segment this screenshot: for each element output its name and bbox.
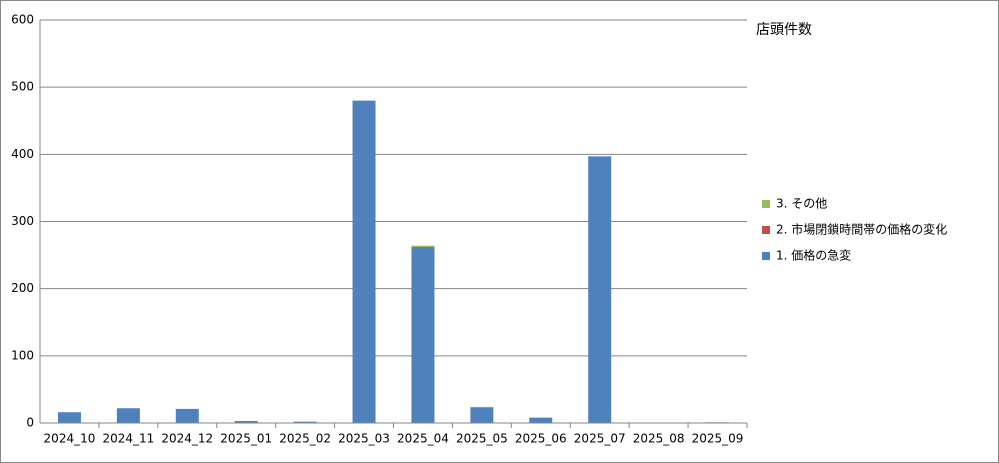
bar-segment xyxy=(470,407,494,423)
legend-swatch xyxy=(762,200,770,208)
x-tick-label: 2024_11 xyxy=(102,432,154,446)
bar-segment xyxy=(588,156,612,423)
y-tick-label: 600 xyxy=(11,13,34,27)
y-tick-label: 400 xyxy=(11,147,34,161)
legend-label: 2. 市場閉鎖時間帯の価格の変化 xyxy=(776,222,947,237)
y-tick-label: 0 xyxy=(26,416,34,430)
x-tick-label: 2025_08 xyxy=(633,432,685,446)
bar-segment xyxy=(529,417,553,423)
legend-label: 1. 価格の急変 xyxy=(776,248,851,263)
x-tick-label: 2025_05 xyxy=(456,432,508,446)
y-tick-label: 200 xyxy=(11,281,34,295)
y-tick-label: 100 xyxy=(11,348,34,362)
bar-segment xyxy=(234,420,258,423)
x-tick-label: 2025_06 xyxy=(515,432,567,446)
bar-segment xyxy=(293,421,317,423)
x-tick-label: 2025_07 xyxy=(574,432,626,446)
bar-segment xyxy=(57,412,81,423)
bar-segment xyxy=(352,100,376,423)
x-tick-label: 2025_01 xyxy=(220,432,272,446)
legend-swatch xyxy=(762,252,770,260)
legend-swatch xyxy=(762,226,770,234)
bar-segment xyxy=(470,406,494,408)
x-tick-label: 2024_10 xyxy=(44,432,96,446)
y-tick-label: 300 xyxy=(11,214,34,228)
bar-segment xyxy=(411,245,435,248)
x-tick-label: 2025_04 xyxy=(397,432,449,446)
bar-segment xyxy=(411,247,435,423)
legend-label: 3. その他 xyxy=(776,197,827,211)
x-tick-label: 2025_03 xyxy=(338,432,390,446)
x-tick-label: 2024_12 xyxy=(161,432,213,446)
bar-segment xyxy=(175,408,199,423)
bar-segment xyxy=(116,408,140,423)
x-tick-label: 2025_09 xyxy=(692,432,744,446)
x-tick-label: 2025_02 xyxy=(279,432,331,446)
chart-title: 店頭件数 xyxy=(756,22,812,38)
y-tick-label: 500 xyxy=(11,80,34,94)
